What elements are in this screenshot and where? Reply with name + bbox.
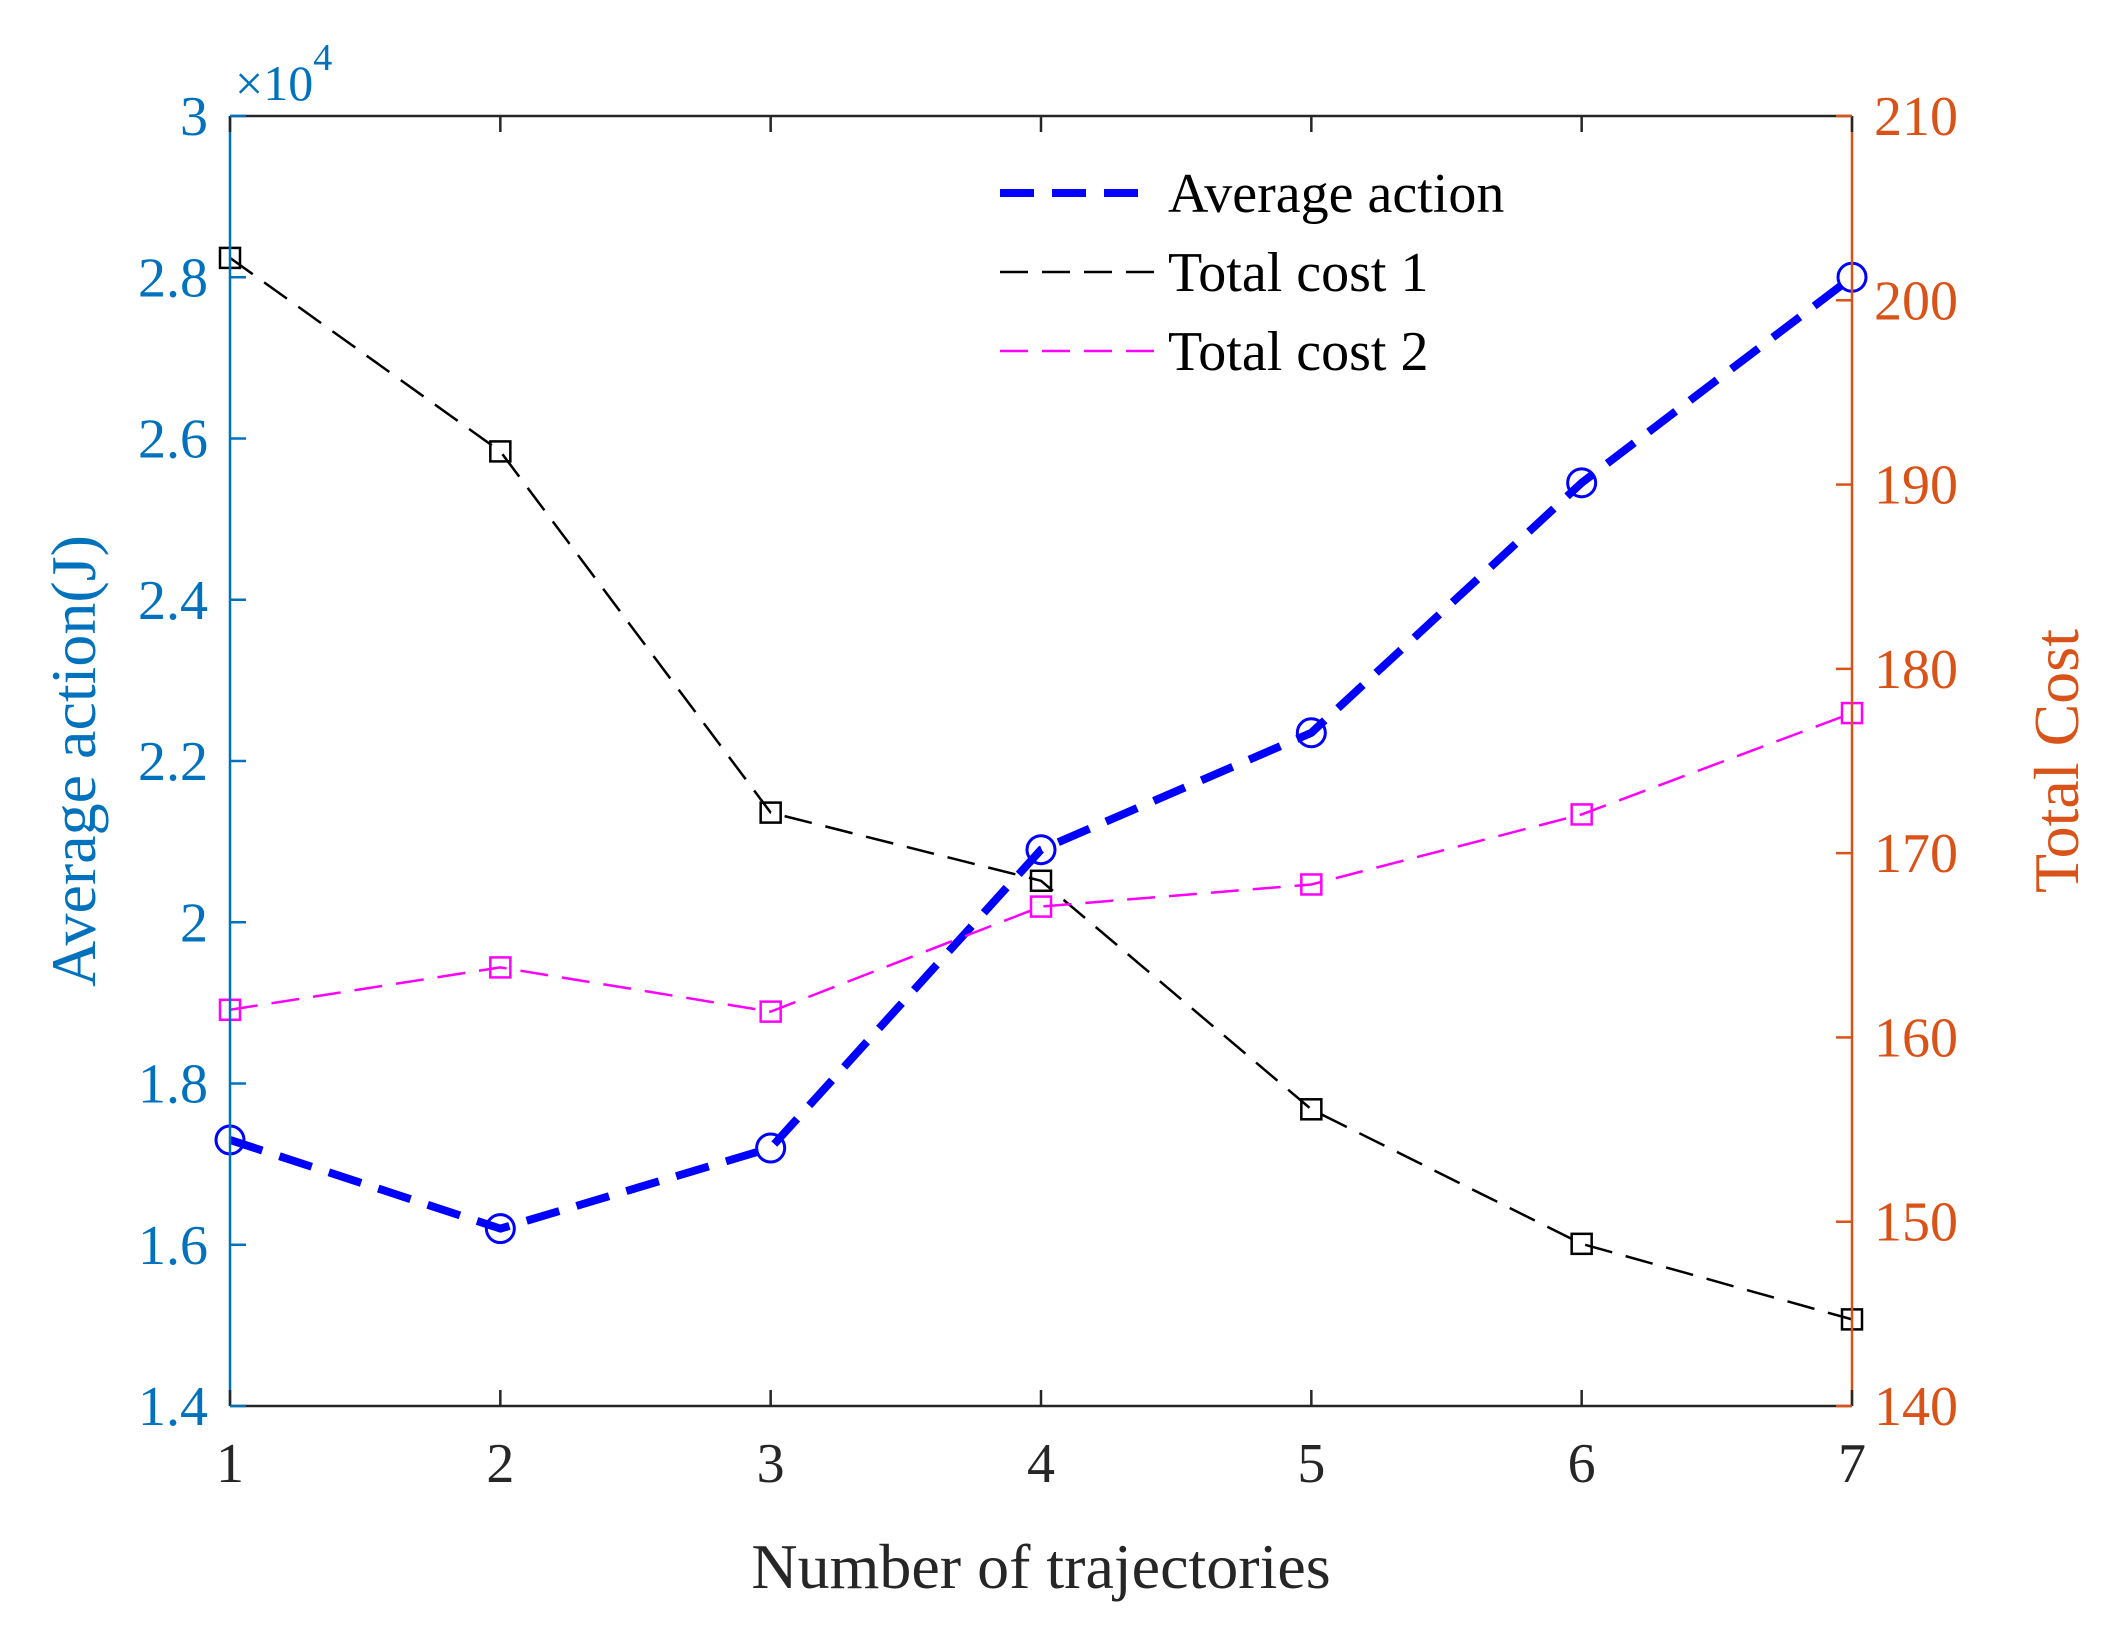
data-point-average-action-2: [484, 1213, 516, 1245]
legend-label-total-cost-2: Total cost 2: [1168, 321, 1428, 383]
data-point-total-cost-1-3: [759, 801, 782, 824]
right-tick-label-170: 170: [1874, 823, 1958, 885]
left-tick-label-2.2: 2.2: [138, 731, 208, 793]
x-tick-label-1: 1: [216, 1433, 244, 1495]
legend-label-total-cost-1: Total cost 1: [1168, 242, 1428, 304]
data-point-total-cost-1-5: [1300, 1098, 1323, 1121]
left-tick-label-2.8: 2.8: [138, 247, 208, 309]
left-tick-label-2.4: 2.4: [138, 570, 208, 632]
axes-layer: 1 2 3 4 5 6 7 1.4 1.6 1.8 2 2.2 2.4 2.6 2.8 3 140 150 160 1…: [138, 86, 1958, 1495]
data-point-average-action-4: [1025, 834, 1057, 866]
right-tick-label-150: 150: [1874, 1192, 1958, 1254]
data-point-average-action-5: [1295, 717, 1327, 749]
x-tick-label-3: 3: [757, 1433, 785, 1495]
data-point-total-cost-2-4: [1029, 895, 1053, 918]
left-tick-label-2.6: 2.6: [138, 409, 208, 471]
right-tick-label-210: 210: [1874, 86, 1958, 148]
x-tick-label-4: 4: [1027, 1433, 1055, 1495]
data-point-total-cost-2-6: [1570, 803, 1593, 826]
x-tick-label-6: 6: [1568, 1433, 1596, 1495]
left-tick-label-1.4: 1.4: [138, 1376, 208, 1438]
data-point-total-cost-1-6: [1570, 1232, 1593, 1256]
x-axis-title: Number of trajectories: [751, 1531, 1330, 1602]
series-line-total-cost-1: [229, 256, 1853, 1321]
data-point-total-cost-2-2: [489, 956, 512, 979]
series-line-total-cost-2: [229, 711, 1853, 1013]
plot-area: [230, 116, 1852, 1406]
right-axis-title: Total Cost: [2021, 629, 2092, 893]
left-tick-label-1.6: 1.6: [138, 1215, 208, 1277]
exponent-base: ×10: [235, 55, 313, 111]
left-tick-label-3: 3: [180, 86, 208, 148]
x-tick-label-2: 2: [486, 1433, 514, 1495]
exponent-power: 4: [313, 37, 332, 79]
right-tick-label-190: 190: [1874, 455, 1958, 517]
legend-label-average-action: Average action: [1168, 163, 1504, 225]
left-axis-exponent: ×104: [235, 37, 332, 111]
plot-frame: [230, 116, 1852, 1406]
left-tick-label-2: 2: [180, 892, 208, 954]
data-point-total-cost-2-5: [1300, 873, 1323, 896]
series-line-average-action: [228, 274, 1855, 1233]
legend: Average action Total cost 1 Total cost 2: [1000, 163, 1504, 383]
right-tick-label-140: 140: [1874, 1376, 1958, 1438]
left-tick-label-1.8: 1.8: [138, 1054, 208, 1116]
data-point-average-action-6: [1566, 467, 1598, 499]
data-point-total-cost-1-2: [489, 440, 512, 463]
right-tick-label-200: 200: [1874, 270, 1958, 332]
x-tick-label-5: 5: [1297, 1433, 1325, 1495]
right-tick-label-160: 160: [1874, 1007, 1958, 1069]
data-point-total-cost-2-3: [759, 1000, 782, 1023]
data-point-total-cost-1-4: [1029, 869, 1053, 893]
x-tick-label-7: 7: [1838, 1433, 1866, 1495]
right-tick-label-180: 180: [1874, 639, 1958, 701]
left-axis-title: Average action(J): [38, 535, 109, 987]
data-point-average-action-3: [755, 1132, 787, 1164]
